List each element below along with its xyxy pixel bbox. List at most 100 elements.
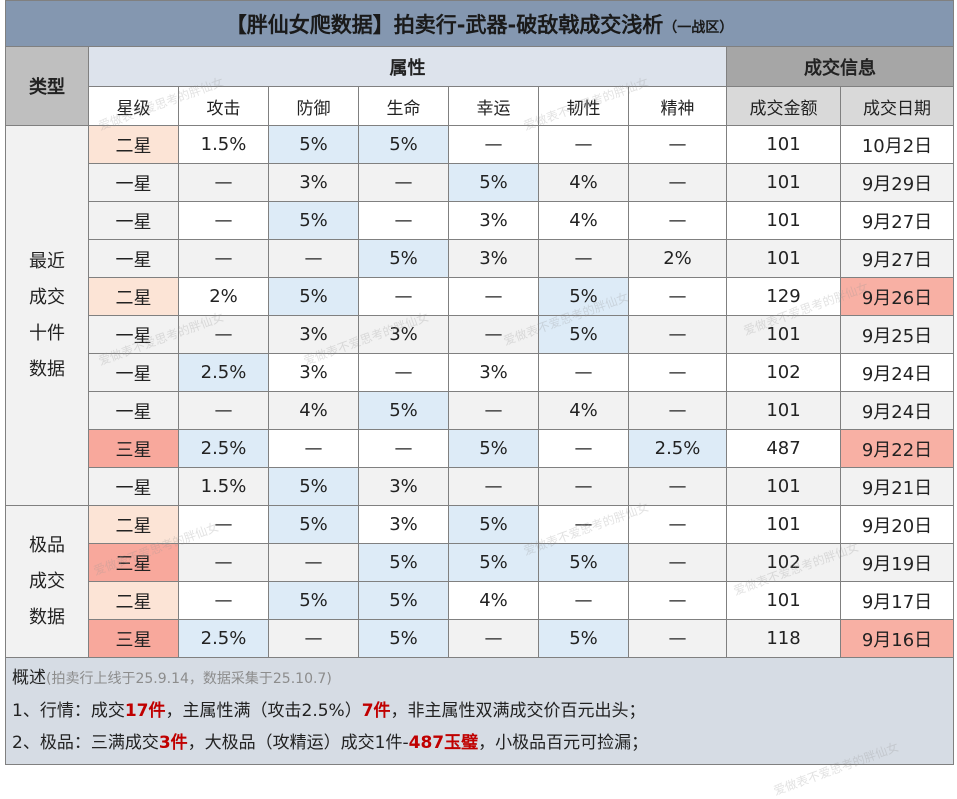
attr-cell: 3% bbox=[448, 201, 539, 240]
attr-cell: 5% bbox=[268, 581, 359, 620]
date-cell: 9月27日 bbox=[840, 201, 954, 240]
data-row: 一星 1.5% 5% 3% — — —101 9月21日 bbox=[6, 467, 954, 506]
data-row: 三星 — —5% 5% 5% —102 9月19日 bbox=[6, 543, 954, 582]
summary-text: ，大极品（攻精运）成交1件- bbox=[187, 733, 409, 753]
summary-title: 概述 bbox=[12, 668, 46, 688]
table: 【胖仙女爬数据】拍卖行-武器-破敌戟成交浅析（一战区） 类型 属性 成交信息 星级 攻击防… bbox=[5, 0, 954, 765]
price-cell: 102 bbox=[726, 353, 841, 392]
attr-cell: — bbox=[628, 277, 727, 316]
attr-cell: 1.5% bbox=[178, 125, 269, 164]
column-header: 韧性 bbox=[538, 86, 629, 126]
star-cell: 三星 bbox=[88, 619, 179, 658]
price-cell: 101 bbox=[726, 315, 841, 354]
attr-cell: — bbox=[178, 581, 269, 620]
attr-cell: — bbox=[538, 429, 629, 468]
price-cell: 101 bbox=[726, 467, 841, 506]
title-sub: （一战区） bbox=[663, 19, 734, 36]
price-cell: 101 bbox=[726, 505, 841, 544]
date-cell: 9月26日 bbox=[840, 277, 954, 316]
attr-cell: — bbox=[538, 239, 629, 278]
price-cell: 101 bbox=[726, 201, 841, 240]
summary-highlight: 3件 bbox=[158, 733, 188, 753]
attr-cell: 3% bbox=[268, 163, 359, 202]
attr-cell: 3% bbox=[358, 467, 449, 506]
attr-cell: — bbox=[538, 467, 629, 506]
data-row: 三星 2.5% — —5% —2.5% 487 9月22日 bbox=[6, 429, 954, 468]
summary-text: 1、行情：成交 bbox=[12, 701, 125, 721]
attr-cell: — bbox=[178, 505, 269, 544]
date-cell: 9月19日 bbox=[840, 543, 954, 582]
price-cell: 487 bbox=[726, 429, 841, 468]
attr-cell: 5% bbox=[268, 467, 359, 506]
date-cell: 10月2日 bbox=[840, 125, 954, 164]
column-header: 攻击 bbox=[178, 86, 269, 126]
group-label: 最近 成交 十件 数据 bbox=[5, 125, 89, 506]
group-label-line: 极品 bbox=[29, 534, 65, 556]
title-main: 【胖仙女爬数据】拍卖行-武器-破敌戟成交浅析 bbox=[225, 12, 664, 37]
summary-line: 1、行情：成交17件，主属性满（攻击2.5%）7件，非主属性双满成交价百元出头； bbox=[12, 695, 947, 727]
attr-cell: 5% bbox=[358, 391, 449, 430]
attr-cell: 5% bbox=[268, 277, 359, 316]
price-cell: 101 bbox=[726, 391, 841, 430]
star-cell: 一星 bbox=[88, 391, 179, 430]
attr-cell: — bbox=[358, 429, 449, 468]
star-cell: 二星 bbox=[88, 277, 179, 316]
summary-text: ，小极品百元可捡漏； bbox=[478, 733, 649, 753]
attr-cell: 5% bbox=[358, 239, 449, 278]
group-label-line: 十件 bbox=[29, 322, 65, 344]
star-cell: 一星 bbox=[88, 315, 179, 354]
attr-cell: 5% bbox=[538, 619, 629, 658]
attr-cell: 5% bbox=[358, 125, 449, 164]
attr-cell: — bbox=[628, 391, 727, 430]
attr-cell: 2.5% bbox=[628, 429, 727, 468]
attr-cell: — bbox=[178, 163, 269, 202]
star-cell: 二星 bbox=[88, 505, 179, 544]
data-row: 二星 —5% 5% 4% — —101 9月17日 bbox=[6, 581, 954, 620]
summary: 概述(拍卖行上线于25.9.14，数据采集于25.10.7) 1、行情：成交17件… bbox=[5, 657, 954, 765]
star-cell: 一星 bbox=[88, 353, 179, 392]
attr-cell: 3% bbox=[448, 353, 539, 392]
date-cell: 9月27日 bbox=[840, 239, 954, 278]
attr-cell: — bbox=[268, 543, 359, 582]
attr-cell: 5% bbox=[448, 429, 539, 468]
attr-cell: — bbox=[628, 125, 727, 164]
data-row: 一星 — —5% 3% —2% 101 9月27日 bbox=[6, 239, 954, 278]
type-header: 类型 bbox=[5, 46, 89, 126]
attr-cell: — bbox=[628, 201, 727, 240]
attr-cell: — bbox=[538, 353, 629, 392]
attr-cell: 4% bbox=[538, 201, 629, 240]
attr-cell: — bbox=[268, 429, 359, 468]
date-cell: 9月24日 bbox=[840, 391, 954, 430]
attr-cell: — bbox=[538, 505, 629, 544]
attr-cell: — bbox=[178, 315, 269, 354]
data-row: 一星 —4% 5% —4% —101 9月24日 bbox=[6, 391, 954, 430]
star-cell: 一星 bbox=[88, 201, 179, 240]
star-cell: 一星 bbox=[88, 163, 179, 202]
summary-highlight: 487玉璧 bbox=[408, 733, 479, 753]
attr-cell: 5% bbox=[538, 277, 629, 316]
attr-cell: — bbox=[178, 391, 269, 430]
attr-cell: 5% bbox=[448, 505, 539, 544]
star-cell: 一星 bbox=[88, 239, 179, 278]
date-cell: 9月16日 bbox=[840, 619, 954, 658]
attr-cell: 5% bbox=[358, 619, 449, 658]
attr-cell: 5% bbox=[448, 543, 539, 582]
group-label-line: 成交 bbox=[29, 286, 65, 308]
attr-header: 属性 bbox=[88, 46, 727, 87]
price-cell: 101 bbox=[726, 125, 841, 164]
data-row: 一星 2.5% 3% —3% — —102 9月24日 bbox=[6, 353, 954, 392]
group-label-line: 数据 bbox=[29, 358, 65, 380]
attr-cell: — bbox=[628, 467, 727, 506]
attr-cell: 5% bbox=[448, 163, 539, 202]
attr-cell: — bbox=[268, 239, 359, 278]
date-cell: 9月20日 bbox=[840, 505, 954, 544]
attr-cell: — bbox=[178, 201, 269, 240]
attr-cell: — bbox=[448, 619, 539, 658]
page: 【胖仙女爬数据】拍卖行-武器-破敌戟成交浅析（一战区） 类型 属性 成交信息 星级 攻击防… bbox=[5, 0, 954, 798]
price-cell: 101 bbox=[726, 163, 841, 202]
attr-cell: 4% bbox=[268, 391, 359, 430]
attr-cell: 4% bbox=[538, 391, 629, 430]
column-header: 生命 bbox=[358, 86, 449, 126]
attr-cell: — bbox=[628, 619, 727, 658]
header-row: 类型 属性 成交信息 bbox=[5, 46, 954, 126]
